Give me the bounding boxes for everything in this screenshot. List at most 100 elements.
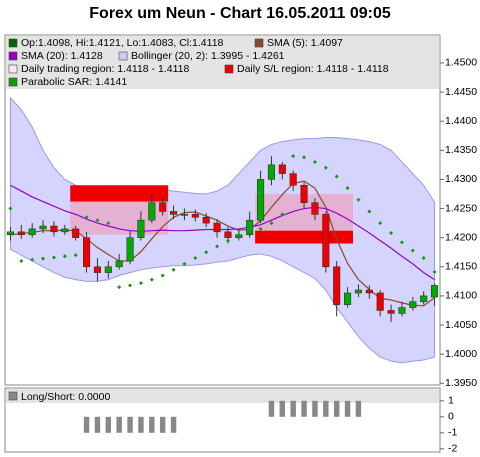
sar-dot	[269, 221, 274, 226]
candle-body	[28, 228, 36, 236]
legend-label: Bollinger (20, 2): 1.3995 - 1.4261	[131, 50, 285, 62]
sar-dot	[30, 257, 35, 262]
legend-label: Long/Short: 0.0000	[21, 391, 110, 403]
sar-dot	[258, 226, 263, 231]
bar	[355, 400, 362, 417]
y-tick-label: -2	[448, 443, 457, 455]
candle-body	[17, 231, 25, 236]
y-tick-label: 1	[448, 395, 454, 407]
sar-dot	[8, 206, 13, 211]
indicator-line	[10, 180, 435, 307]
candle-body	[289, 173, 297, 186]
y-tick-label: 1.4250	[445, 202, 477, 214]
legend-label: Daily trading region: 1.4118 - 1.4118	[21, 63, 189, 75]
sar-dot	[128, 283, 133, 288]
bar	[127, 416, 133, 433]
sar-dot	[312, 159, 317, 164]
candle-body	[83, 237, 91, 268]
sar-dot	[421, 256, 426, 261]
sar-dot	[236, 232, 241, 237]
bar	[116, 416, 122, 433]
bar	[149, 416, 155, 433]
sar-dot	[19, 258, 24, 263]
y-tick-label: 1.4450	[445, 86, 477, 98]
sar-dot	[193, 256, 198, 261]
candle-body	[61, 228, 69, 233]
sar-dot	[171, 267, 176, 272]
candle-body	[137, 219, 145, 238]
y-tick-label: 1.3950	[445, 377, 477, 389]
candle-body	[246, 219, 254, 236]
legend-box	[6, 36, 439, 89]
bar	[301, 400, 307, 417]
candle-body	[354, 289, 362, 294]
legend-label: Daily S/L region: 1.4118 - 1.4118	[237, 63, 389, 75]
sar-dot	[138, 281, 143, 286]
bar	[279, 400, 286, 417]
bar	[159, 416, 166, 433]
candle-body	[365, 289, 373, 294]
sar-dot	[160, 273, 165, 278]
sar-dot	[73, 253, 78, 258]
sar-dot	[291, 154, 296, 159]
sar-dot	[247, 229, 252, 234]
bar	[83, 416, 90, 433]
legend-swatch	[8, 38, 18, 48]
sar-dot	[389, 231, 394, 236]
candle-body	[300, 184, 308, 204]
y-tick-label: 1.4400	[445, 115, 477, 127]
sar-dot	[378, 221, 383, 226]
bar	[323, 400, 329, 417]
y-tick-label: 1.4500	[445, 57, 477, 69]
candle-body	[213, 222, 221, 233]
y-tick-label: 1.4050	[445, 319, 477, 331]
candle-body	[278, 164, 286, 174]
candle-body	[159, 202, 167, 212]
sar-dot	[345, 186, 350, 191]
sar-dot	[334, 174, 339, 179]
candle-body	[311, 202, 319, 215]
candle-body	[376, 292, 384, 311]
sar-dot	[106, 221, 111, 226]
sar-dot	[149, 277, 154, 282]
sar-dot	[367, 209, 372, 214]
sar-dot	[410, 248, 415, 253]
sar-dot	[399, 240, 404, 245]
candle-body	[104, 266, 112, 273]
legend-swatch	[8, 391, 18, 401]
bar	[105, 416, 112, 433]
sar-dot	[51, 255, 56, 260]
candle-body	[343, 292, 352, 305]
legend-label: Parabolic SAR: 1.4141	[21, 76, 127, 88]
legend-swatch	[8, 51, 18, 61]
bar	[344, 400, 351, 417]
legend-label: SMA (5): 1.4097	[267, 37, 343, 49]
candle-body	[6, 231, 15, 236]
candle-body	[126, 237, 134, 262]
candle-body	[50, 225, 58, 233]
candle-body	[72, 228, 80, 238]
candle-body	[333, 266, 341, 305]
legend-swatch	[8, 64, 18, 74]
sar-dot	[302, 155, 307, 160]
sar-dot	[62, 254, 67, 259]
bar	[268, 400, 275, 417]
bar	[94, 416, 101, 433]
y-tick-label: 1.4100	[445, 290, 477, 302]
sar-dot	[432, 270, 437, 275]
candle-body	[170, 211, 178, 215]
candle-body	[115, 260, 123, 268]
legend-swatch	[118, 51, 128, 61]
candle-body	[267, 164, 275, 180]
candle-body	[93, 266, 102, 273]
sar-dot	[225, 238, 230, 243]
candle-body	[409, 301, 417, 308]
y-tick-label: 1.4200	[445, 231, 477, 243]
candle-body	[430, 285, 439, 298]
sar-dot	[215, 244, 220, 249]
sar-dot	[84, 215, 89, 220]
legend-swatch	[224, 64, 234, 74]
candle-body	[387, 310, 395, 314]
